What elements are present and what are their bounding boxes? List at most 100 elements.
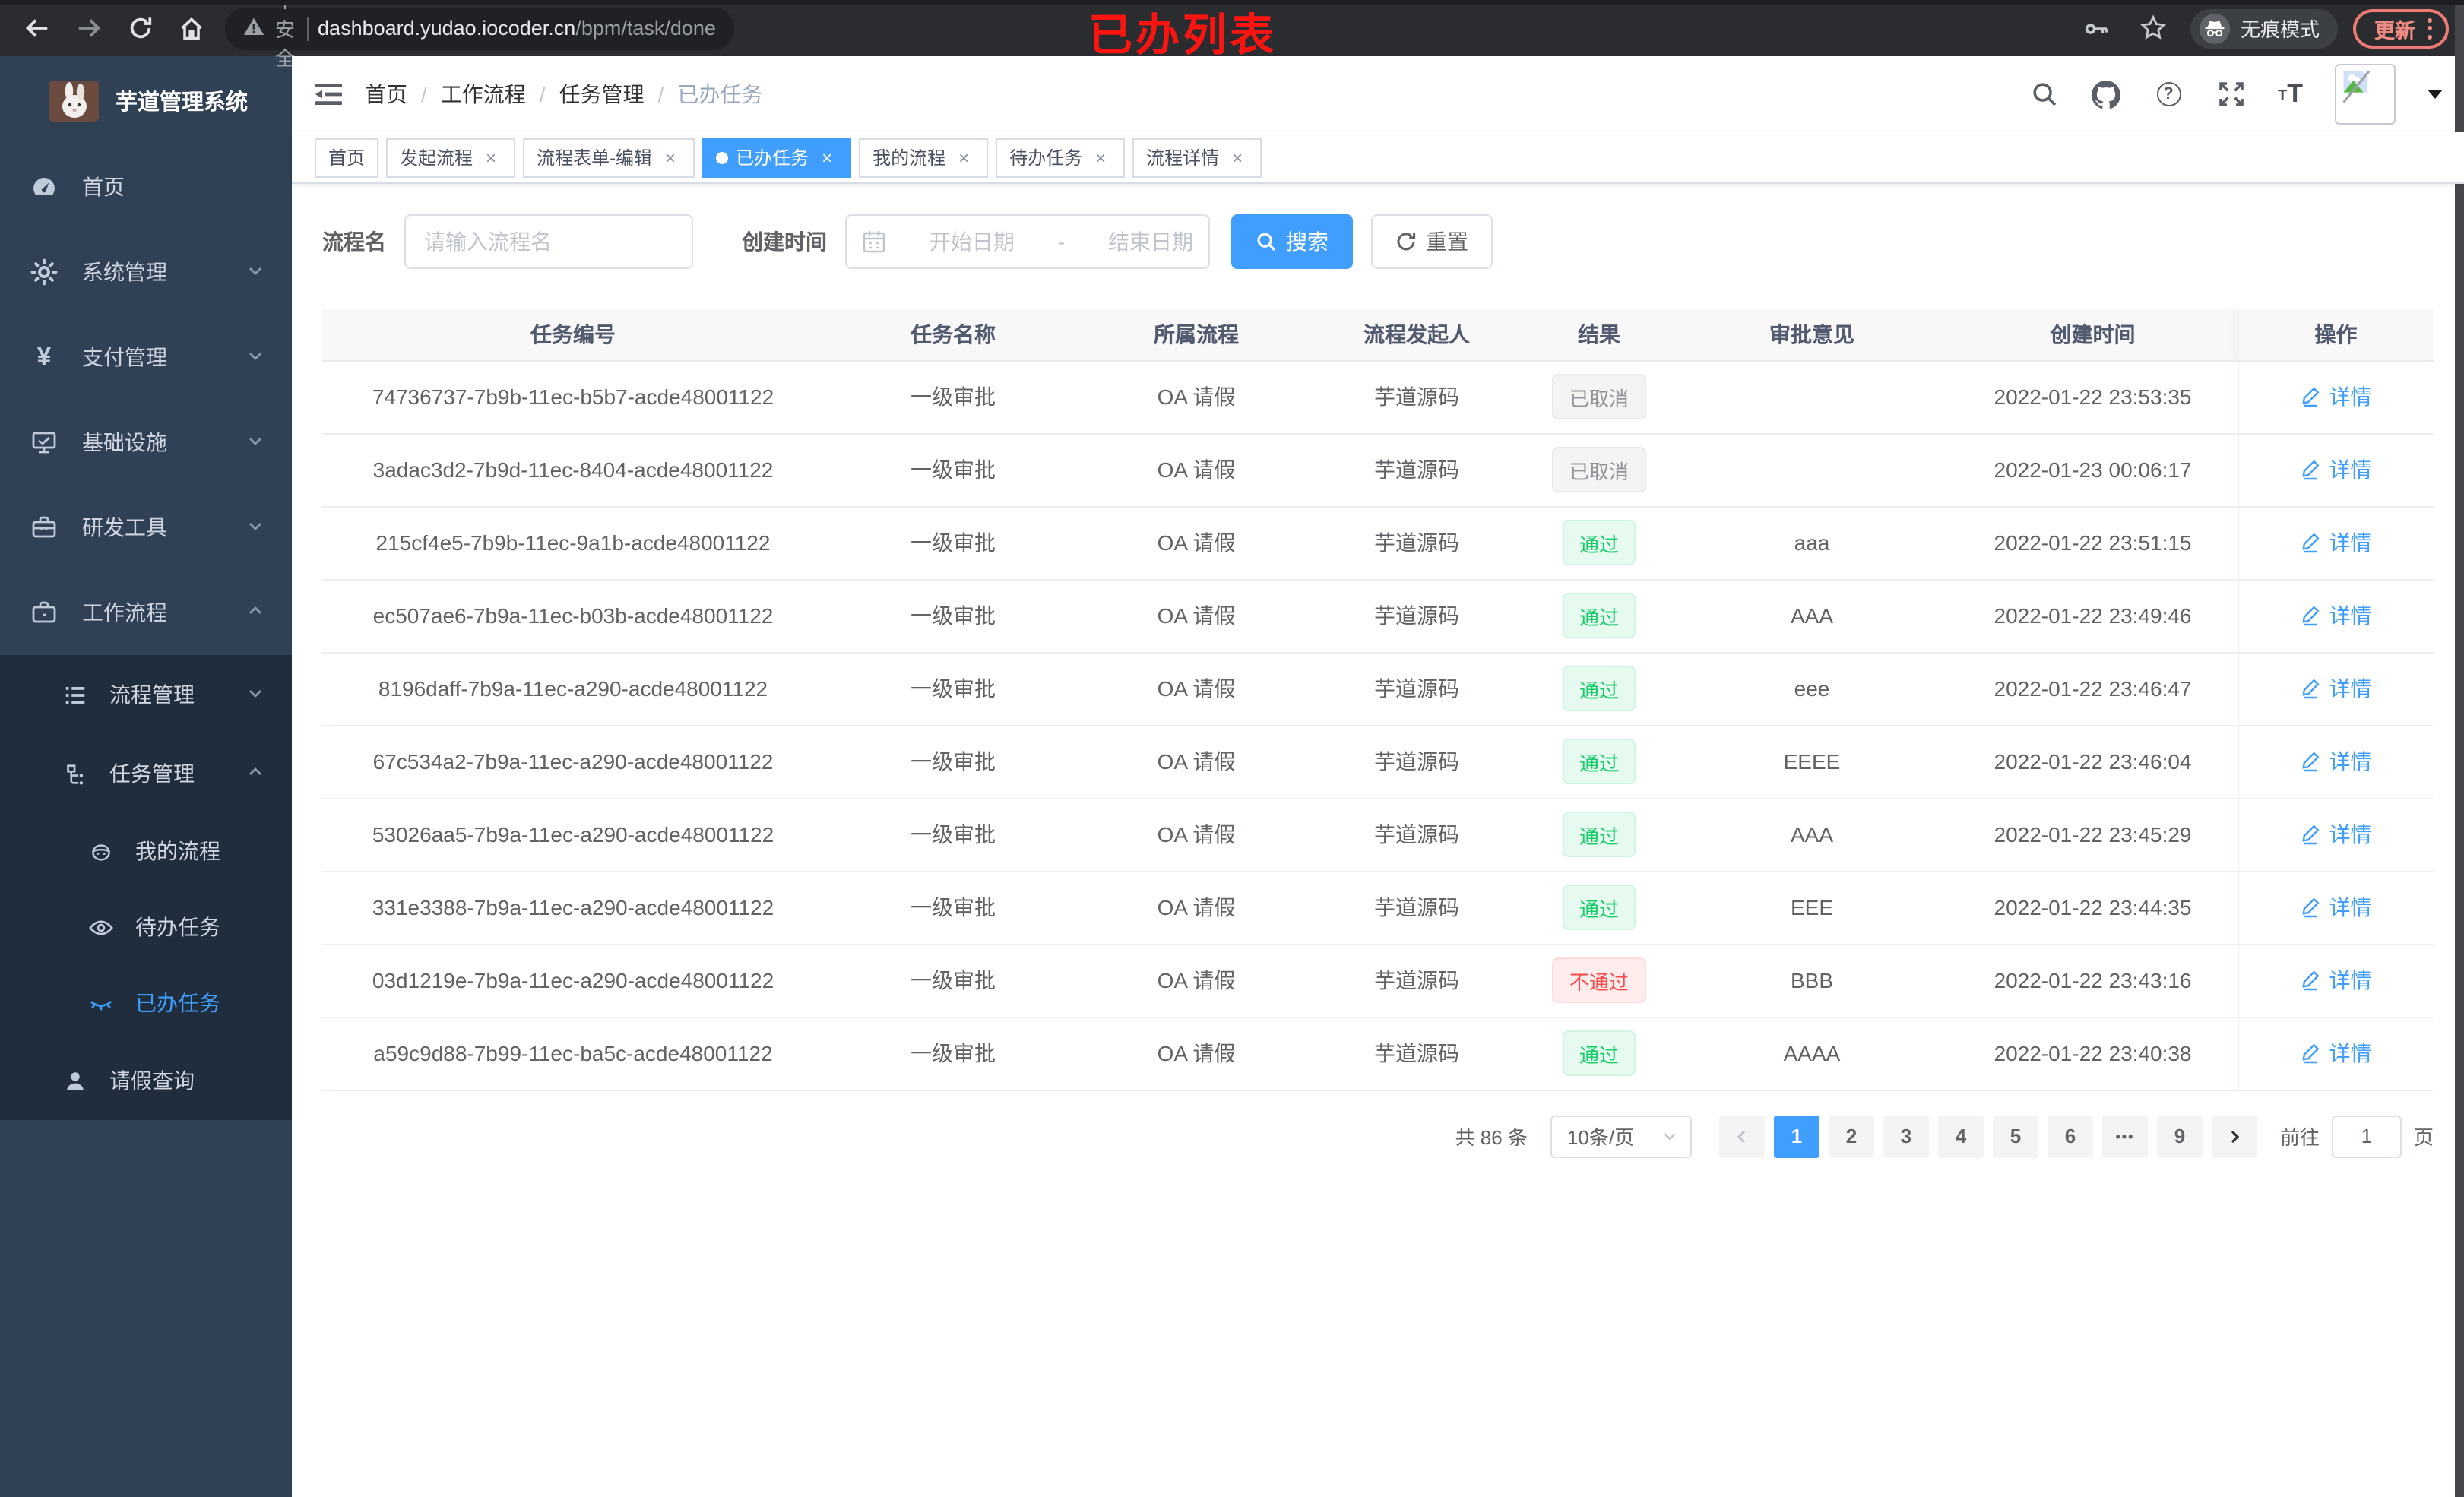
page-button-1[interactable]: 1 xyxy=(1773,1115,1819,1157)
person-icon xyxy=(61,1067,88,1094)
close-icon[interactable]: × xyxy=(958,147,970,168)
sidebar-fold-icon[interactable] xyxy=(292,56,365,132)
detail-button[interactable]: 详情 xyxy=(2301,454,2372,485)
detail-button[interactable]: 详情 xyxy=(2301,673,2372,704)
close-icon[interactable]: × xyxy=(665,147,676,168)
window-scrollbar[interactable] xyxy=(2455,5,2464,1497)
detail-button[interactable]: 详情 xyxy=(2301,381,2372,412)
close-icon[interactable]: × xyxy=(1232,147,1243,168)
detail-button[interactable]: 详情 xyxy=(2301,892,2372,923)
tab-process-detail[interactable]: 流程详情 × xyxy=(1132,138,1262,177)
sidebar-item-infrastructure[interactable]: 基础设施 xyxy=(0,400,292,485)
page-url: dashboard.yudao.iocoder.cn/bpm/task/done xyxy=(318,17,716,40)
incognito-badge[interactable]: 无痕模式 xyxy=(2190,8,2338,48)
detail-button[interactable]: 详情 xyxy=(2301,819,2372,850)
status-badge: 通过 xyxy=(1562,520,1636,565)
chevron-down-icon xyxy=(246,430,264,454)
status-badge: 通过 xyxy=(1562,1030,1636,1076)
col-process: 所属流程 xyxy=(1082,309,1310,361)
reload-icon[interactable] xyxy=(119,7,161,49)
page-button-2[interactable]: 2 xyxy=(1828,1115,1874,1157)
search-icon[interactable] xyxy=(2029,79,2059,109)
sidebar-item-process-management[interactable]: 流程管理 xyxy=(0,655,292,734)
sidebar-item-leave-query[interactable]: 请假查询 xyxy=(0,1041,292,1120)
status-badge: 不通过 xyxy=(1552,957,1645,1003)
tags-view-bar: 首页 发起流程 × 流程表单-编辑 × 已办任务 × 我的流程 × xyxy=(292,132,2464,184)
browser-chrome: 不安全 dashboard.yudao.iocoder.cn/bpm/task/… xyxy=(0,0,2464,70)
col-actions: 操作 xyxy=(2237,309,2434,361)
page-button-9[interactable]: 9 xyxy=(2156,1115,2203,1157)
search-button[interactable]: 搜索 xyxy=(1231,214,1353,269)
tab-todo-tasks[interactable]: 待办任务 × xyxy=(996,138,1126,177)
edit-pencil-icon xyxy=(2302,606,2320,626)
chevron-down-icon xyxy=(1664,1133,1676,1141)
page-unit-label: 页 xyxy=(2413,1126,2434,1149)
sidebar-item-workflow[interactable]: 工作流程 xyxy=(0,570,292,655)
more-pages-button[interactable]: ••• xyxy=(2101,1115,2148,1157)
tab-my-process[interactable]: 我的流程 × xyxy=(859,138,989,177)
status-badge: 通过 xyxy=(1562,812,1636,857)
sidebar-item-payment[interactable]: ¥ 支付管理 xyxy=(0,315,292,400)
process-name-input[interactable]: 请输入流程名 xyxy=(404,214,693,269)
fullscreen-icon[interactable] xyxy=(2215,79,2246,109)
page-button-5[interactable]: 5 xyxy=(1992,1115,2038,1157)
table-row: ec507ae6-7b9a-11ec-b03b-acde48001122 一级审… xyxy=(322,579,2434,653)
goto-page-input[interactable]: 1 xyxy=(2331,1115,2402,1157)
prev-page-button[interactable] xyxy=(1718,1115,1765,1157)
bookmark-star-icon[interactable] xyxy=(2133,7,2175,49)
app-title: 芋道管理系统 xyxy=(116,90,248,115)
avatar-caret-icon[interactable] xyxy=(2428,90,2443,99)
help-icon[interactable]: ? xyxy=(2153,79,2184,109)
status-badge: 已取消 xyxy=(1552,374,1645,419)
detail-button[interactable]: 详情 xyxy=(2301,1038,2372,1068)
github-icon[interactable] xyxy=(2091,79,2121,109)
dashboard-gauge-icon xyxy=(30,173,58,201)
tab-start-process[interactable]: 发起流程 × xyxy=(386,138,516,177)
avatar[interactable] xyxy=(2335,64,2396,125)
close-icon[interactable]: × xyxy=(486,147,497,168)
breadcrumb-task-management[interactable]: 任务管理 xyxy=(559,82,645,106)
edit-pencil-icon xyxy=(2302,387,2320,407)
sidebar-item-task-management[interactable]: 任务管理 xyxy=(0,734,292,813)
detail-button[interactable]: 详情 xyxy=(2301,527,2372,558)
browser-menu-icon[interactable] xyxy=(2428,17,2432,39)
status-badge: 通过 xyxy=(1562,666,1636,711)
breadcrumb-workflow[interactable]: 工作流程 xyxy=(440,82,526,106)
next-page-button[interactable] xyxy=(2211,1115,2257,1157)
tab-home[interactable]: 首页 xyxy=(315,138,379,177)
detail-button[interactable]: 详情 xyxy=(2301,965,2372,995)
done-task-table: 任务编号 任务名称 所属流程 流程发起人 结果 审批意见 创建时间 操作 747 xyxy=(322,309,2434,1090)
password-key-icon[interactable] xyxy=(2075,7,2117,49)
date-range-input[interactable]: 开始日期 - 结束日期 xyxy=(845,214,1210,269)
col-task-id: 任务编号 xyxy=(322,309,824,361)
close-icon[interactable]: × xyxy=(1095,147,1107,168)
update-button[interactable]: 更新 xyxy=(2353,8,2449,48)
reset-button[interactable]: 重置 xyxy=(1371,214,1493,269)
page-size-select[interactable]: 10条/页 xyxy=(1550,1115,1692,1157)
close-icon[interactable]: × xyxy=(822,147,833,168)
sidebar-item-home[interactable]: 首页 xyxy=(0,144,292,229)
page-button-3[interactable]: 3 xyxy=(1883,1115,1929,1157)
tab-process-form-edit[interactable]: 流程表单-编辑 × xyxy=(523,138,695,177)
home-icon[interactable] xyxy=(170,7,213,49)
sidebar-menu: 首页 系统管理 ¥ 支付管理 xyxy=(0,144,292,1120)
tab-done-tasks[interactable]: 已办任务 × xyxy=(702,138,852,177)
omnibox-divider xyxy=(306,16,308,40)
detail-button[interactable]: 详情 xyxy=(2301,746,2372,777)
sidebar-item-system[interactable]: 系统管理 xyxy=(0,229,292,315)
detail-button[interactable]: 详情 xyxy=(2301,600,2372,631)
sidebar-item-dev-tools[interactable]: 研发工具 xyxy=(0,485,292,570)
app-logo-row[interactable]: 芋道管理系统 xyxy=(0,56,292,144)
forward-icon[interactable] xyxy=(67,7,109,49)
sidebar-item-my-process[interactable]: 我的流程 xyxy=(0,813,292,889)
sidebar-item-done-tasks[interactable]: 已办任务 xyxy=(0,965,292,1041)
breadcrumb-home[interactable]: 首页 xyxy=(365,82,407,106)
edit-pencil-icon xyxy=(2302,460,2320,480)
total-count: 共 86 条 xyxy=(1455,1126,1528,1149)
back-icon[interactable] xyxy=(15,7,58,49)
page-button-4[interactable]: 4 xyxy=(1937,1115,1984,1157)
sidebar-item-todo-tasks[interactable]: 待办任务 xyxy=(0,889,292,965)
address-bar[interactable]: 不安全 dashboard.yudao.iocoder.cn/bpm/task/… xyxy=(225,0,734,70)
page-button-6[interactable]: 6 xyxy=(2047,1115,2093,1157)
